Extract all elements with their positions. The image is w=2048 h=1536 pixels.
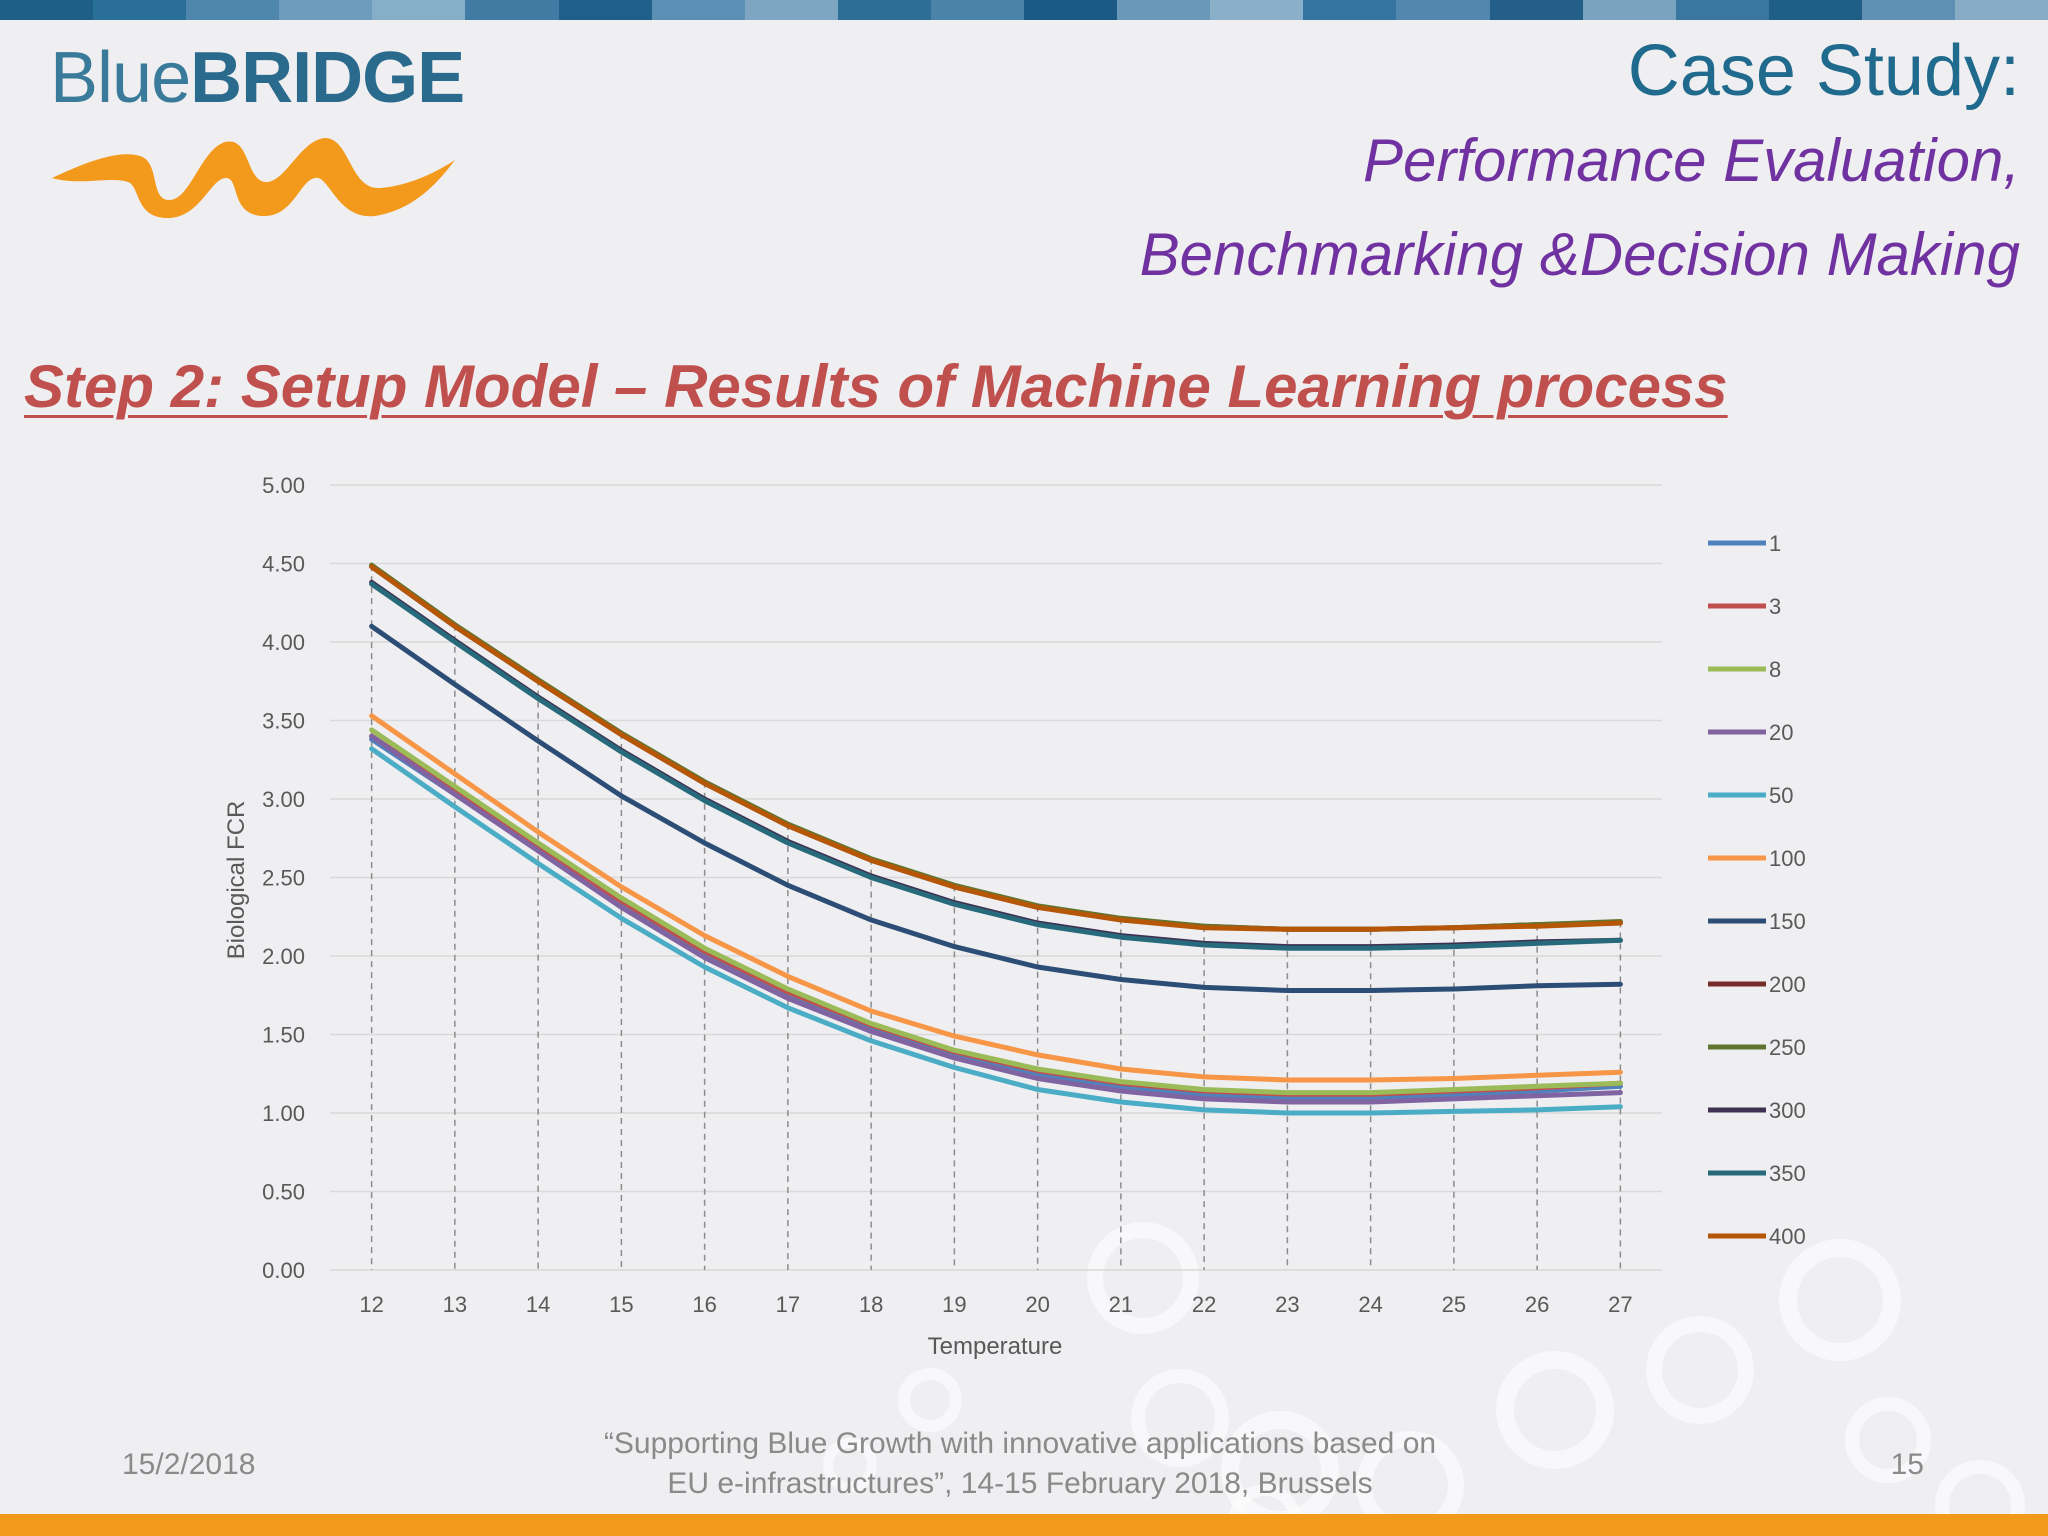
series-line-150	[369, 623, 1623, 993]
x-tick-label: 21	[1109, 1292, 1133, 1317]
step-heading: Step 2: Setup Model – Results of Machine…	[24, 353, 1728, 420]
legend-label-3: 3	[1769, 594, 1781, 619]
y-axis-label: Biological FCR	[223, 801, 250, 960]
footer-quote: “Supporting Blue Growth with innovative …	[560, 1424, 1480, 1504]
drop-lines	[370, 565, 1622, 1270]
x-tick-label: 19	[942, 1292, 966, 1317]
x-tick-label: 22	[1192, 1292, 1216, 1317]
subtitle-line-2: Benchmarking &Decision Making	[1139, 221, 2020, 288]
legend-label-20: 20	[1769, 720, 1793, 745]
legend-label-200: 200	[1769, 972, 1806, 997]
series-line-20	[369, 733, 1623, 1105]
page-number: 15	[1890, 1448, 1924, 1481]
series-lines	[369, 562, 1623, 1116]
y-tick-label: 5.00	[262, 473, 305, 498]
y-tick-labels: 0.00 0.50 1.00 1.50 2.00 2.50 3.00 3.50 4.00 4.50…	[262, 473, 305, 1283]
logo-text-blue: Blue	[50, 38, 191, 118]
legend-label-8: 8	[1769, 657, 1781, 682]
wave-icon	[52, 138, 455, 219]
legend-label-250: 250	[1769, 1035, 1806, 1060]
gridlines	[330, 484, 1662, 1271]
y-tick-label: 2.00	[262, 944, 305, 969]
series-line-400	[369, 564, 1623, 932]
legend-label-50: 50	[1769, 783, 1793, 808]
case-study-title: Case Study:	[1627, 31, 2020, 111]
footer-quote-line-2: EU e-infrastructures”, 14-15 February 20…	[667, 1467, 1373, 1500]
subtitle-line-1: Performance Evaluation,	[1362, 127, 2020, 194]
x-tick-label: 23	[1275, 1292, 1299, 1317]
series-line-8	[369, 727, 1623, 1096]
x-tick-label: 13	[443, 1292, 467, 1317]
x-tick-label: 26	[1525, 1292, 1549, 1317]
legend: 1 3 8 20 50 100 150 200 250 300 350 400	[1708, 531, 1806, 1249]
y-tick-label: 0.50	[262, 1180, 305, 1205]
y-tick-label: 4.50	[262, 552, 305, 577]
y-tick-label: 2.50	[262, 866, 305, 891]
footer-quote-line-1: “Supporting Blue Growth with innovative …	[603, 1427, 1437, 1460]
legend-label-400: 400	[1769, 1224, 1806, 1249]
x-tick-label: 15	[609, 1292, 633, 1317]
series-line-300	[369, 579, 1623, 950]
series-line-350	[369, 581, 1623, 951]
x-tick-labels: 12 13 14 15 16 17 18 19 20 21 22 23 24 25 26 27	[359, 1292, 1632, 1317]
y-tick-label: 1.00	[262, 1101, 305, 1126]
y-tick-label: 1.50	[262, 1023, 305, 1048]
x-tick-label: 12	[359, 1292, 383, 1317]
legend-label-300: 300	[1769, 1098, 1806, 1123]
x-tick-label: 20	[1025, 1292, 1049, 1317]
footer-date: 15/2/2018	[122, 1448, 256, 1481]
x-axis-label: Temperature	[928, 1333, 1063, 1360]
x-tick-label: 18	[859, 1292, 883, 1317]
x-tick-label: 17	[776, 1292, 800, 1317]
x-tick-label: 25	[1442, 1292, 1466, 1317]
y-tick-label: 4.00	[262, 630, 305, 655]
x-tick-label: 16	[692, 1292, 716, 1317]
x-tick-label: 27	[1608, 1292, 1632, 1317]
legend-label-100: 100	[1769, 846, 1806, 871]
logo-text-bridge: BRIDGE	[190, 38, 465, 118]
series-line-100	[369, 713, 1623, 1083]
bluebridge-logo: BlueBRIDGE	[50, 42, 470, 222]
fcr-line-chart: 0.00 0.50 1.00 1.50 2.00 2.50 3.00 3.50 4.00 4.50…	[223, 473, 1806, 1360]
y-tick-label: 0.00	[262, 1258, 305, 1283]
x-tick-label: 24	[1358, 1292, 1382, 1317]
y-tick-label: 3.50	[262, 709, 305, 734]
y-tick-label: 3.00	[262, 787, 305, 812]
series-line-50	[369, 746, 1623, 1116]
legend-label-1: 1	[1769, 531, 1781, 556]
bottom-color-band	[0, 1514, 2048, 1536]
top-color-band	[0, 0, 2048, 20]
legend-label-150: 150	[1769, 909, 1806, 934]
legend-label-350: 350	[1769, 1161, 1806, 1186]
x-tick-label: 14	[526, 1292, 550, 1317]
